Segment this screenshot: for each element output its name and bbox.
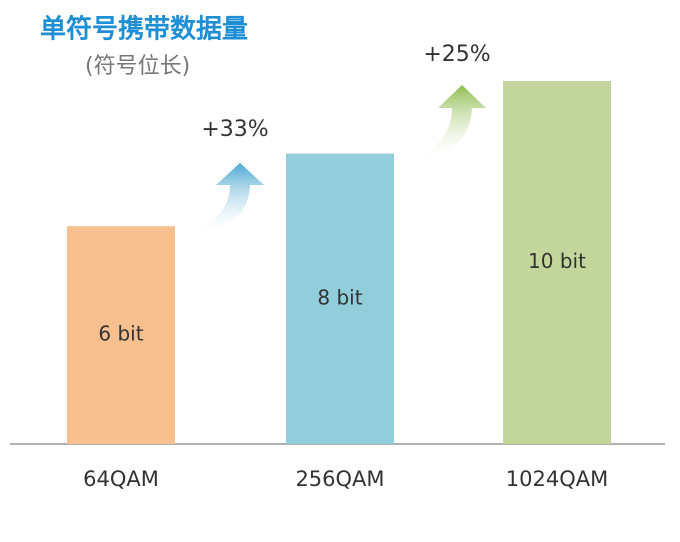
- x-tick-label: 256QAM: [295, 467, 384, 491]
- annotation: +25%: [423, 42, 490, 67]
- x-tick-label: 64QAM: [83, 467, 159, 491]
- arrow: [195, 163, 264, 232]
- value-label: 10 bit: [528, 249, 586, 273]
- x-tick-label: 1024QAM: [506, 467, 608, 491]
- annotation: +33%: [201, 117, 268, 142]
- chart-title: 单符号携带数据量: [40, 14, 248, 45]
- value-label: 6 bit: [98, 322, 143, 346]
- bar: [286, 153, 394, 444]
- bar: [67, 226, 175, 444]
- value-label: 8 bit: [317, 285, 362, 309]
- arrow: [418, 85, 486, 158]
- bar: [503, 81, 611, 444]
- chart-subtitle: (符号位长): [85, 54, 190, 79]
